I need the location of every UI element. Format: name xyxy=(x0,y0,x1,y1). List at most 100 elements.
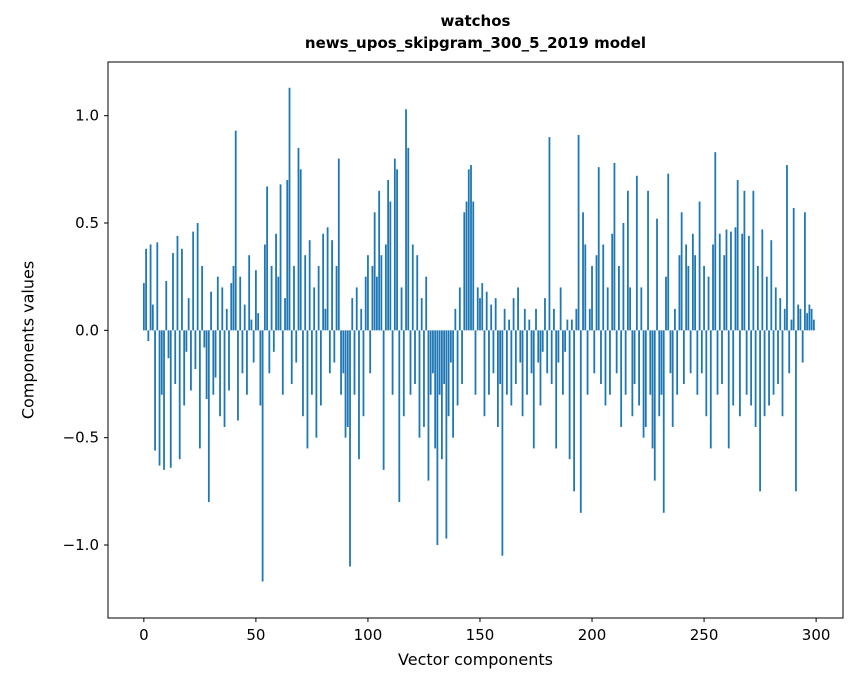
bar xyxy=(564,330,567,352)
bar xyxy=(322,233,325,331)
y-axis-label: Components values xyxy=(18,260,38,420)
bar xyxy=(501,330,504,556)
bar xyxy=(423,330,425,427)
bar xyxy=(149,244,152,331)
bar xyxy=(252,330,255,363)
bar xyxy=(669,330,672,374)
bar xyxy=(761,229,764,331)
bar xyxy=(783,308,786,331)
bar xyxy=(400,287,403,331)
bar xyxy=(407,147,410,331)
bar xyxy=(456,330,459,406)
bar xyxy=(308,240,311,331)
bar xyxy=(642,330,645,438)
bar xyxy=(582,212,584,331)
bar xyxy=(696,330,699,395)
bar xyxy=(777,330,779,385)
bar xyxy=(638,330,640,406)
bar xyxy=(557,330,560,363)
bar xyxy=(633,330,636,385)
bar xyxy=(203,330,206,348)
bar xyxy=(750,330,753,406)
bar xyxy=(656,218,658,331)
y-tick-label: −1.0 xyxy=(63,536,99,554)
bar xyxy=(591,265,593,331)
bar xyxy=(228,330,230,391)
bar xyxy=(277,276,280,331)
bar xyxy=(779,298,782,331)
bar xyxy=(376,276,378,331)
bar xyxy=(284,298,286,331)
bar xyxy=(714,152,717,331)
bar xyxy=(154,330,156,451)
bar xyxy=(700,330,703,374)
bar xyxy=(449,330,452,363)
bar xyxy=(665,276,667,331)
bar xyxy=(362,330,365,417)
bar xyxy=(315,330,318,438)
bar xyxy=(483,330,486,417)
bar xyxy=(566,319,569,331)
bar xyxy=(326,227,329,331)
bar xyxy=(667,173,670,331)
bar xyxy=(741,233,744,331)
bar xyxy=(272,330,275,352)
bar xyxy=(671,330,674,427)
bar xyxy=(519,330,522,363)
bar xyxy=(340,330,342,395)
bar xyxy=(261,330,264,582)
bar xyxy=(190,330,192,391)
bar xyxy=(147,330,150,342)
bar xyxy=(573,330,575,492)
bar xyxy=(629,287,632,331)
bar xyxy=(371,265,374,331)
bar xyxy=(510,330,513,406)
bar xyxy=(595,255,598,331)
bar xyxy=(479,298,481,331)
bar xyxy=(804,212,806,331)
bar xyxy=(575,308,578,331)
bar xyxy=(373,212,376,331)
bar xyxy=(237,330,239,421)
bar xyxy=(532,330,535,449)
bar xyxy=(418,330,421,438)
bar xyxy=(725,229,728,331)
bar xyxy=(739,330,741,417)
bar xyxy=(474,330,477,395)
bar xyxy=(255,270,257,331)
bar xyxy=(797,304,800,331)
bar xyxy=(579,330,582,513)
bar xyxy=(364,276,367,331)
bar xyxy=(349,330,351,567)
bar xyxy=(221,287,224,331)
bar xyxy=(523,308,526,331)
bar xyxy=(198,330,201,449)
bar xyxy=(602,244,605,331)
bar xyxy=(508,319,511,331)
bar xyxy=(597,167,600,331)
bar xyxy=(792,207,795,331)
bar xyxy=(485,291,488,331)
bar xyxy=(649,330,652,395)
bar xyxy=(167,330,170,359)
bar xyxy=(201,265,204,331)
bar xyxy=(358,330,360,460)
bar xyxy=(526,330,528,395)
x-tick-label: 50 xyxy=(246,626,265,644)
bar xyxy=(389,201,392,331)
bar xyxy=(512,298,515,331)
bar xyxy=(535,308,537,331)
bar xyxy=(555,330,558,449)
bar xyxy=(360,308,363,331)
bar xyxy=(593,330,596,374)
bar xyxy=(393,158,396,331)
bar xyxy=(620,330,623,427)
bar xyxy=(694,255,696,331)
bar xyxy=(584,244,587,331)
bar xyxy=(286,180,289,331)
bar xyxy=(333,330,336,363)
bar xyxy=(685,244,688,331)
bar xyxy=(716,330,719,395)
